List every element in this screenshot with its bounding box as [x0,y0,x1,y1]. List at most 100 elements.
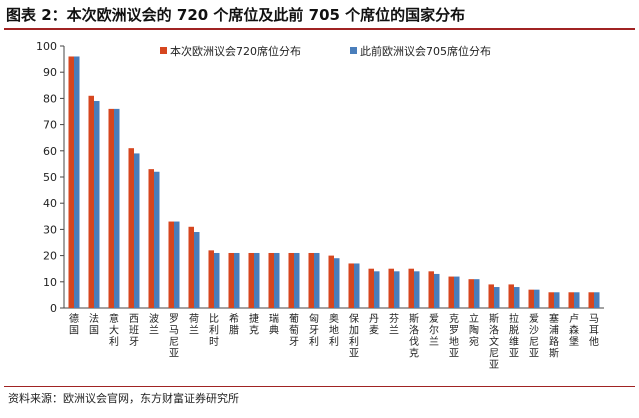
bar-current [228,252,234,308]
page-title: 图表 2：本次欧洲议会的 720 个席位及此前 705 个席位的国家分布 [6,6,466,24]
y-tick-label: 0 [50,302,57,315]
bar-current [308,252,314,308]
bar-current [428,271,434,308]
x-tick-label: 丹麦 [369,313,379,337]
bar-previous [294,252,300,308]
bar-previous [74,56,80,309]
y-tick-label: 70 [43,119,57,132]
x-tick-label: 荷兰 [189,313,199,337]
y-tick-label: 50 [43,171,57,184]
bar-current [368,268,374,308]
bar-previous [474,279,480,308]
bar-current [488,284,494,308]
y-tick-label: 100 [36,40,57,53]
legend-swatch [350,47,357,54]
bar-previous [534,289,540,308]
bar-current [268,252,274,308]
x-tick-label: 罗马尼亚 [169,313,179,360]
x-tick-label: 爱尔兰 [429,312,439,348]
bar-current [88,95,94,308]
bar-previous [554,292,560,308]
x-tick-label: 卢森堡 [569,312,579,348]
bar-current [588,292,594,308]
bar-previous [174,221,180,308]
bar-previous [214,252,220,308]
source-rule [4,386,635,387]
bar-previous [574,292,580,308]
x-tick-label: 爱沙尼亚 [529,312,539,360]
x-tick-label: 奥地利 [329,312,339,348]
bar-current [248,252,254,308]
x-tick-label: 比利时 [209,313,219,348]
x-tick-label: 法国 [89,312,99,337]
x-tick-label: 西班牙 [129,314,139,348]
x-tick-label: 立陶宛 [469,312,479,348]
x-tick-label: 波兰 [149,312,159,337]
bar-current [128,148,134,308]
bar-previous [434,273,440,308]
bar-previous [334,258,340,308]
bar-previous [254,252,260,308]
bar-current [148,169,154,308]
x-tick-label: 德国 [69,312,79,337]
bar-current [328,255,334,308]
bar-current [448,276,454,308]
x-tick-label: 拉脱维亚 [509,312,519,360]
bar-current [108,108,114,308]
y-tick-label: 80 [43,92,57,105]
bar-previous [374,271,380,308]
x-tick-label: 希腊 [229,312,239,337]
y-tick-label: 40 [43,197,57,210]
bar-previous [314,252,320,308]
x-tick-label: 塞浦路斯 [549,312,559,360]
x-tick-label: 捷克 [249,312,259,337]
x-tick-label: 斯洛伐克 [409,312,419,360]
bar-previous [454,276,460,308]
bar-current [348,263,354,308]
bar-current [508,284,514,308]
y-tick-label: 10 [43,276,57,289]
bar-previous [514,287,520,308]
x-tick-label: 葡萄牙 [289,312,299,348]
bar-current [68,56,74,309]
legend-swatch [160,47,167,54]
title-rule [4,28,635,30]
bar-current [188,226,194,308]
bar-current [168,221,174,308]
y-tick-label: 20 [43,250,57,263]
bar-previous [114,108,120,308]
bar-current [288,252,294,308]
x-tick-label: 匈牙利 [309,312,319,348]
bar-current [568,292,574,308]
x-tick-label: 马耳他 [589,313,599,348]
bar-previous [154,171,160,308]
x-tick-label: 斯洛文尼亚 [489,312,499,371]
bar-previous [594,292,600,308]
x-tick-label: 克罗地亚 [449,313,459,360]
bar-previous [414,271,420,308]
bar-previous [394,271,400,308]
y-tick-label: 60 [43,145,57,158]
x-tick-label: 意大利 [109,312,119,348]
bar-current [408,268,414,308]
bar-previous [494,287,500,308]
x-tick-label: 瑞典 [269,313,279,337]
bar-current [528,289,534,308]
legend-label: 此前欧洲议会705席位分布 [360,44,491,58]
bar-current [468,279,474,308]
bar-current [388,268,394,308]
bar-current [548,292,554,308]
bar-previous [194,232,200,308]
bar-previous [134,153,140,308]
bar-previous [234,252,240,308]
y-tick-label: 30 [43,223,57,236]
bar-previous [94,101,100,309]
bar-previous [354,263,360,308]
source-note: 资料来源：欧洲议会官网，东方财富证券研究所 [8,392,239,405]
x-tick-label: 芬兰 [389,313,399,337]
bar-current [208,250,214,308]
bar-chart: 0 10 20 30 40 50 60 70 80 90 100 德国法国意大利西班牙波兰罗马尼亚荷兰… [36,40,604,371]
bar-previous [274,252,280,308]
legend-label: 本次欧洲议会720席位分布 [170,44,301,58]
y-tick-label: 90 [43,66,57,79]
